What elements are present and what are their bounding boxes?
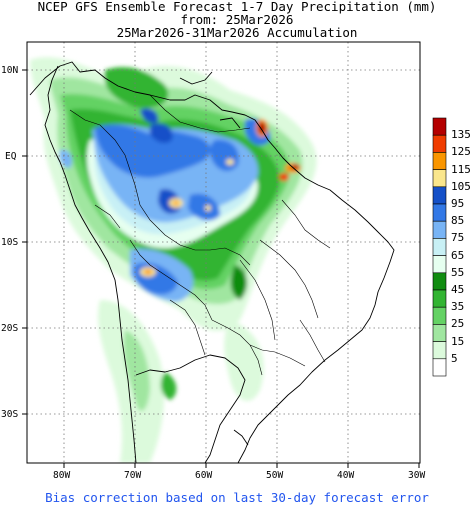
legend-swatch-135: [432, 117, 447, 136]
legend-label-105: 105: [451, 179, 471, 193]
lon-label-40w: 40W: [337, 470, 354, 481]
map-title: NCEP GFS Ensemble Forecast 1-7 Day Preci…: [37, 0, 437, 14]
legend-label-55: 55: [451, 265, 465, 279]
country-borders: [69, 94, 331, 376]
tick-marks: [22, 69, 420, 468]
legend-label-75: 75: [451, 231, 465, 245]
legend-swatch-5: [432, 341, 447, 360]
latitude-labels: 10N EQ 10S 20S 30S: [1, 65, 18, 420]
lat-label-10s: 10S: [1, 237, 18, 248]
lon-label-70w: 70W: [124, 470, 141, 481]
legend-swatch-115: [432, 152, 447, 170]
lon-label-80w: 80W: [53, 470, 70, 481]
legend-label-45: 45: [451, 283, 465, 296]
lat-label-30s: 30S: [1, 409, 18, 420]
legend-swatch-95: [432, 186, 447, 205]
legend-label-115: 115: [451, 162, 471, 176]
map-frame: [26, 41, 421, 464]
legend-swatch-75: [432, 220, 447, 239]
legend-label-25: 25: [451, 317, 465, 331]
legend-swatch-45: [432, 272, 447, 291]
legend-colorbar: [432, 117, 447, 377]
lon-label-60w: 60W: [195, 470, 212, 481]
lon-label-50w: 50W: [266, 470, 283, 481]
footer-note: Bias correction based on last 30-day for…: [45, 490, 429, 505]
forecast-init-date: from: 25Mar2026: [180, 12, 294, 27]
legend-swatch-55: [432, 255, 447, 274]
lat-label-20s: 20S: [1, 323, 18, 334]
legend-swatch-below-5: [432, 358, 447, 377]
legend-label-15: 15: [451, 334, 465, 348]
lat-label-eq: EQ: [5, 151, 17, 162]
legend-label-125: 125: [451, 145, 471, 159]
lon-label-30w: 30W: [408, 470, 425, 481]
legend-label-65: 65: [451, 248, 465, 262]
legend-swatch-25: [432, 306, 447, 325]
legend-swatch-85: [432, 203, 447, 222]
accumulation-period: 25Mar2026-31Mar2026 Accumulation: [116, 25, 358, 40]
coastline: [29, 61, 395, 463]
legend-label-135: 135: [451, 128, 471, 142]
legend-swatch-125: [432, 134, 447, 153]
map-area: [27, 42, 420, 463]
legend-label-85: 85: [451, 214, 465, 228]
legend-swatch-15: [432, 324, 447, 342]
legend-swatch-105: [432, 169, 447, 188]
longitude-labels: 80W 70W 60W 50W 40W 30W: [53, 470, 425, 481]
legend-label-5: 5: [451, 351, 458, 365]
legend-swatch-65: [432, 238, 447, 256]
precip-field: [30, 57, 317, 463]
legend-label-35: 35: [451, 300, 465, 314]
legend-label-95: 95: [451, 197, 465, 210]
lat-label-10n: 10N: [1, 65, 18, 76]
legend-swatch-35: [432, 289, 447, 308]
